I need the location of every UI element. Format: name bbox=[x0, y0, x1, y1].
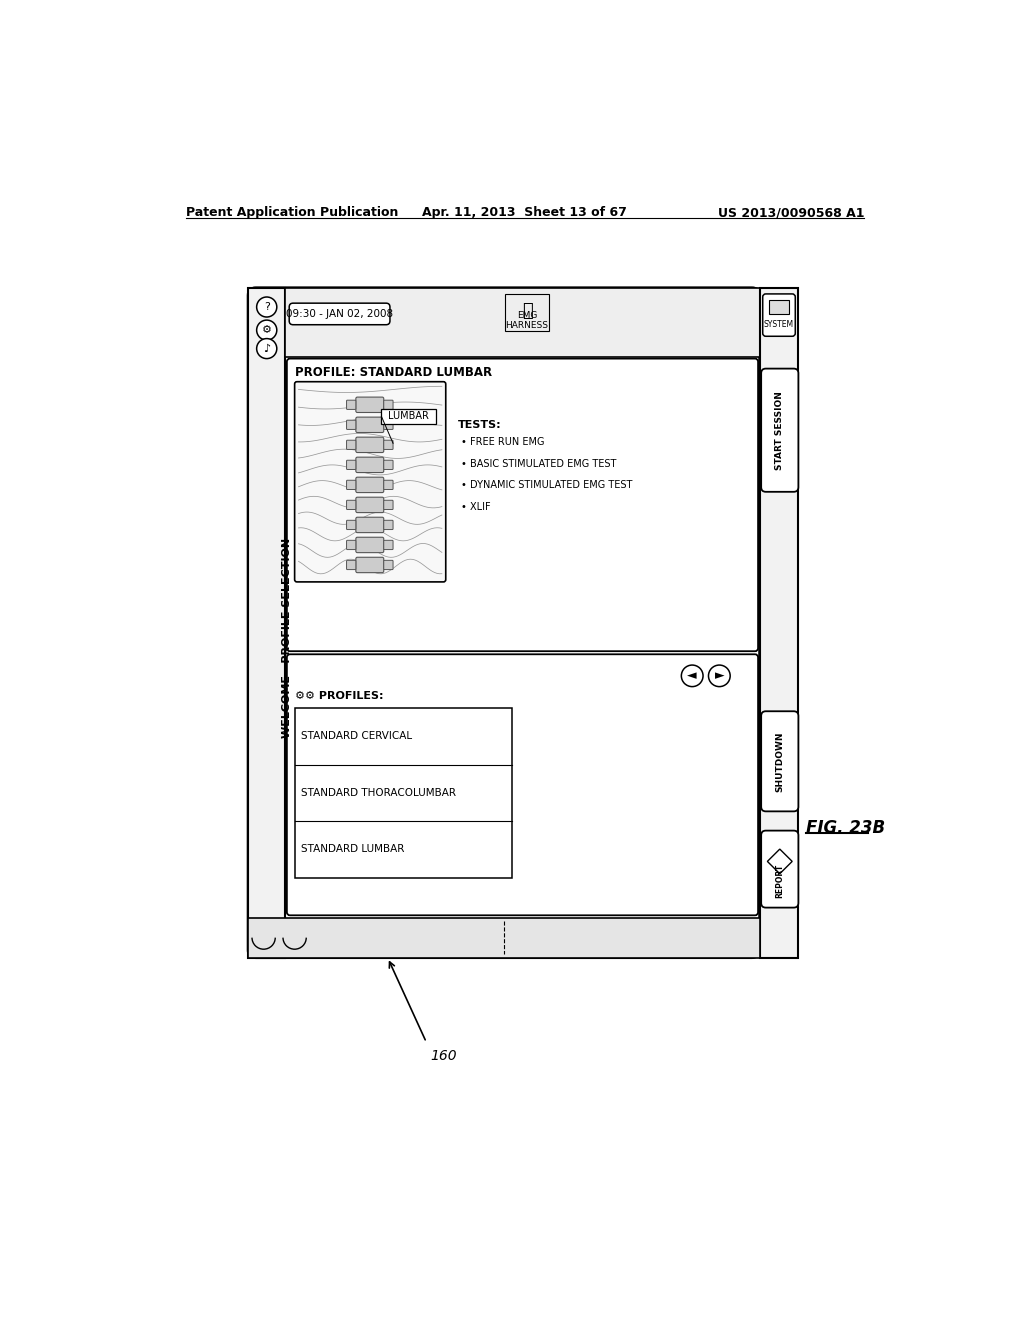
FancyBboxPatch shape bbox=[761, 830, 799, 908]
Circle shape bbox=[681, 665, 703, 686]
FancyBboxPatch shape bbox=[384, 441, 393, 449]
FancyBboxPatch shape bbox=[763, 294, 796, 337]
FancyBboxPatch shape bbox=[346, 441, 356, 449]
FancyBboxPatch shape bbox=[761, 711, 799, 812]
Bar bbox=[760, 288, 799, 957]
FancyBboxPatch shape bbox=[356, 557, 384, 573]
Text: Patent Application Publication: Patent Application Publication bbox=[186, 206, 398, 219]
Circle shape bbox=[257, 321, 276, 341]
Text: STANDARD LUMBAR: STANDARD LUMBAR bbox=[301, 845, 404, 854]
FancyBboxPatch shape bbox=[356, 498, 384, 512]
Text: SHUTDOWN: SHUTDOWN bbox=[775, 731, 784, 792]
FancyBboxPatch shape bbox=[287, 359, 758, 651]
Text: ?: ? bbox=[264, 302, 269, 312]
Text: 160: 160 bbox=[430, 1048, 457, 1063]
FancyBboxPatch shape bbox=[248, 288, 760, 958]
Text: TESTS:: TESTS: bbox=[458, 420, 501, 430]
Bar bbox=[506, 294, 549, 331]
FancyBboxPatch shape bbox=[287, 655, 758, 915]
Text: ◄: ◄ bbox=[687, 669, 697, 682]
Text: REPORT: REPORT bbox=[775, 865, 784, 899]
FancyBboxPatch shape bbox=[289, 304, 390, 325]
FancyBboxPatch shape bbox=[346, 520, 356, 529]
Circle shape bbox=[257, 339, 276, 359]
FancyBboxPatch shape bbox=[346, 500, 356, 510]
Text: • DYNAMIC STIMULATED EMG TEST: • DYNAMIC STIMULATED EMG TEST bbox=[461, 480, 633, 490]
Text: LUMBAR: LUMBAR bbox=[388, 412, 429, 421]
Bar bbox=[286, 288, 760, 356]
Text: ⚙⚙ PROFILES:: ⚙⚙ PROFILES: bbox=[295, 692, 383, 701]
Text: EMG
HARNESS: EMG HARNESS bbox=[506, 310, 549, 330]
FancyBboxPatch shape bbox=[384, 480, 393, 490]
Text: • XLIF: • XLIF bbox=[461, 502, 490, 512]
Text: ⚙: ⚙ bbox=[262, 325, 271, 335]
FancyBboxPatch shape bbox=[384, 461, 393, 470]
FancyBboxPatch shape bbox=[346, 480, 356, 490]
FancyBboxPatch shape bbox=[346, 461, 356, 470]
FancyBboxPatch shape bbox=[384, 520, 393, 529]
Text: FIG. 23B: FIG. 23B bbox=[806, 818, 886, 837]
FancyBboxPatch shape bbox=[356, 517, 384, 533]
FancyBboxPatch shape bbox=[356, 457, 384, 473]
Text: • BASIC STIMULATED EMG TEST: • BASIC STIMULATED EMG TEST bbox=[461, 459, 616, 469]
Text: US 2013/0090568 A1: US 2013/0090568 A1 bbox=[718, 206, 864, 219]
FancyBboxPatch shape bbox=[346, 420, 356, 429]
FancyBboxPatch shape bbox=[384, 420, 393, 429]
Text: WELCOME - PROFILE SELECTION: WELCOME - PROFILE SELECTION bbox=[282, 539, 292, 738]
Text: START SESSION: START SESSION bbox=[775, 391, 784, 470]
Text: 🖐: 🖐 bbox=[522, 302, 532, 319]
FancyBboxPatch shape bbox=[346, 400, 356, 409]
Text: SYSTEM: SYSTEM bbox=[764, 321, 794, 329]
Polygon shape bbox=[767, 849, 793, 874]
FancyBboxPatch shape bbox=[346, 540, 356, 549]
Bar bbox=[769, 300, 790, 314]
Bar bbox=[248, 288, 286, 957]
Text: ►: ► bbox=[715, 669, 724, 682]
Text: STANDARD CERVICAL: STANDARD CERVICAL bbox=[301, 731, 412, 742]
Bar bbox=[295, 708, 512, 878]
FancyBboxPatch shape bbox=[356, 397, 384, 412]
Bar bbox=[248, 917, 760, 958]
Circle shape bbox=[709, 665, 730, 686]
Bar bbox=[381, 409, 435, 424]
FancyBboxPatch shape bbox=[384, 400, 393, 409]
FancyBboxPatch shape bbox=[356, 478, 384, 492]
Text: PROFILE: STANDARD LUMBAR: PROFILE: STANDARD LUMBAR bbox=[295, 367, 492, 379]
FancyBboxPatch shape bbox=[356, 437, 384, 453]
Text: ♪: ♪ bbox=[263, 343, 270, 354]
Text: • FREE RUN EMG: • FREE RUN EMG bbox=[461, 437, 545, 447]
FancyBboxPatch shape bbox=[356, 417, 384, 433]
FancyBboxPatch shape bbox=[384, 560, 393, 570]
FancyBboxPatch shape bbox=[384, 540, 393, 549]
Text: STANDARD THORACOLUMBAR: STANDARD THORACOLUMBAR bbox=[301, 788, 456, 797]
FancyBboxPatch shape bbox=[295, 381, 445, 582]
FancyBboxPatch shape bbox=[761, 368, 799, 492]
FancyBboxPatch shape bbox=[356, 537, 384, 553]
Text: 09:30 - JAN 02, 2008: 09:30 - JAN 02, 2008 bbox=[286, 309, 393, 319]
Circle shape bbox=[257, 297, 276, 317]
Text: Apr. 11, 2013  Sheet 13 of 67: Apr. 11, 2013 Sheet 13 of 67 bbox=[422, 206, 628, 219]
FancyBboxPatch shape bbox=[384, 500, 393, 510]
FancyBboxPatch shape bbox=[346, 560, 356, 570]
